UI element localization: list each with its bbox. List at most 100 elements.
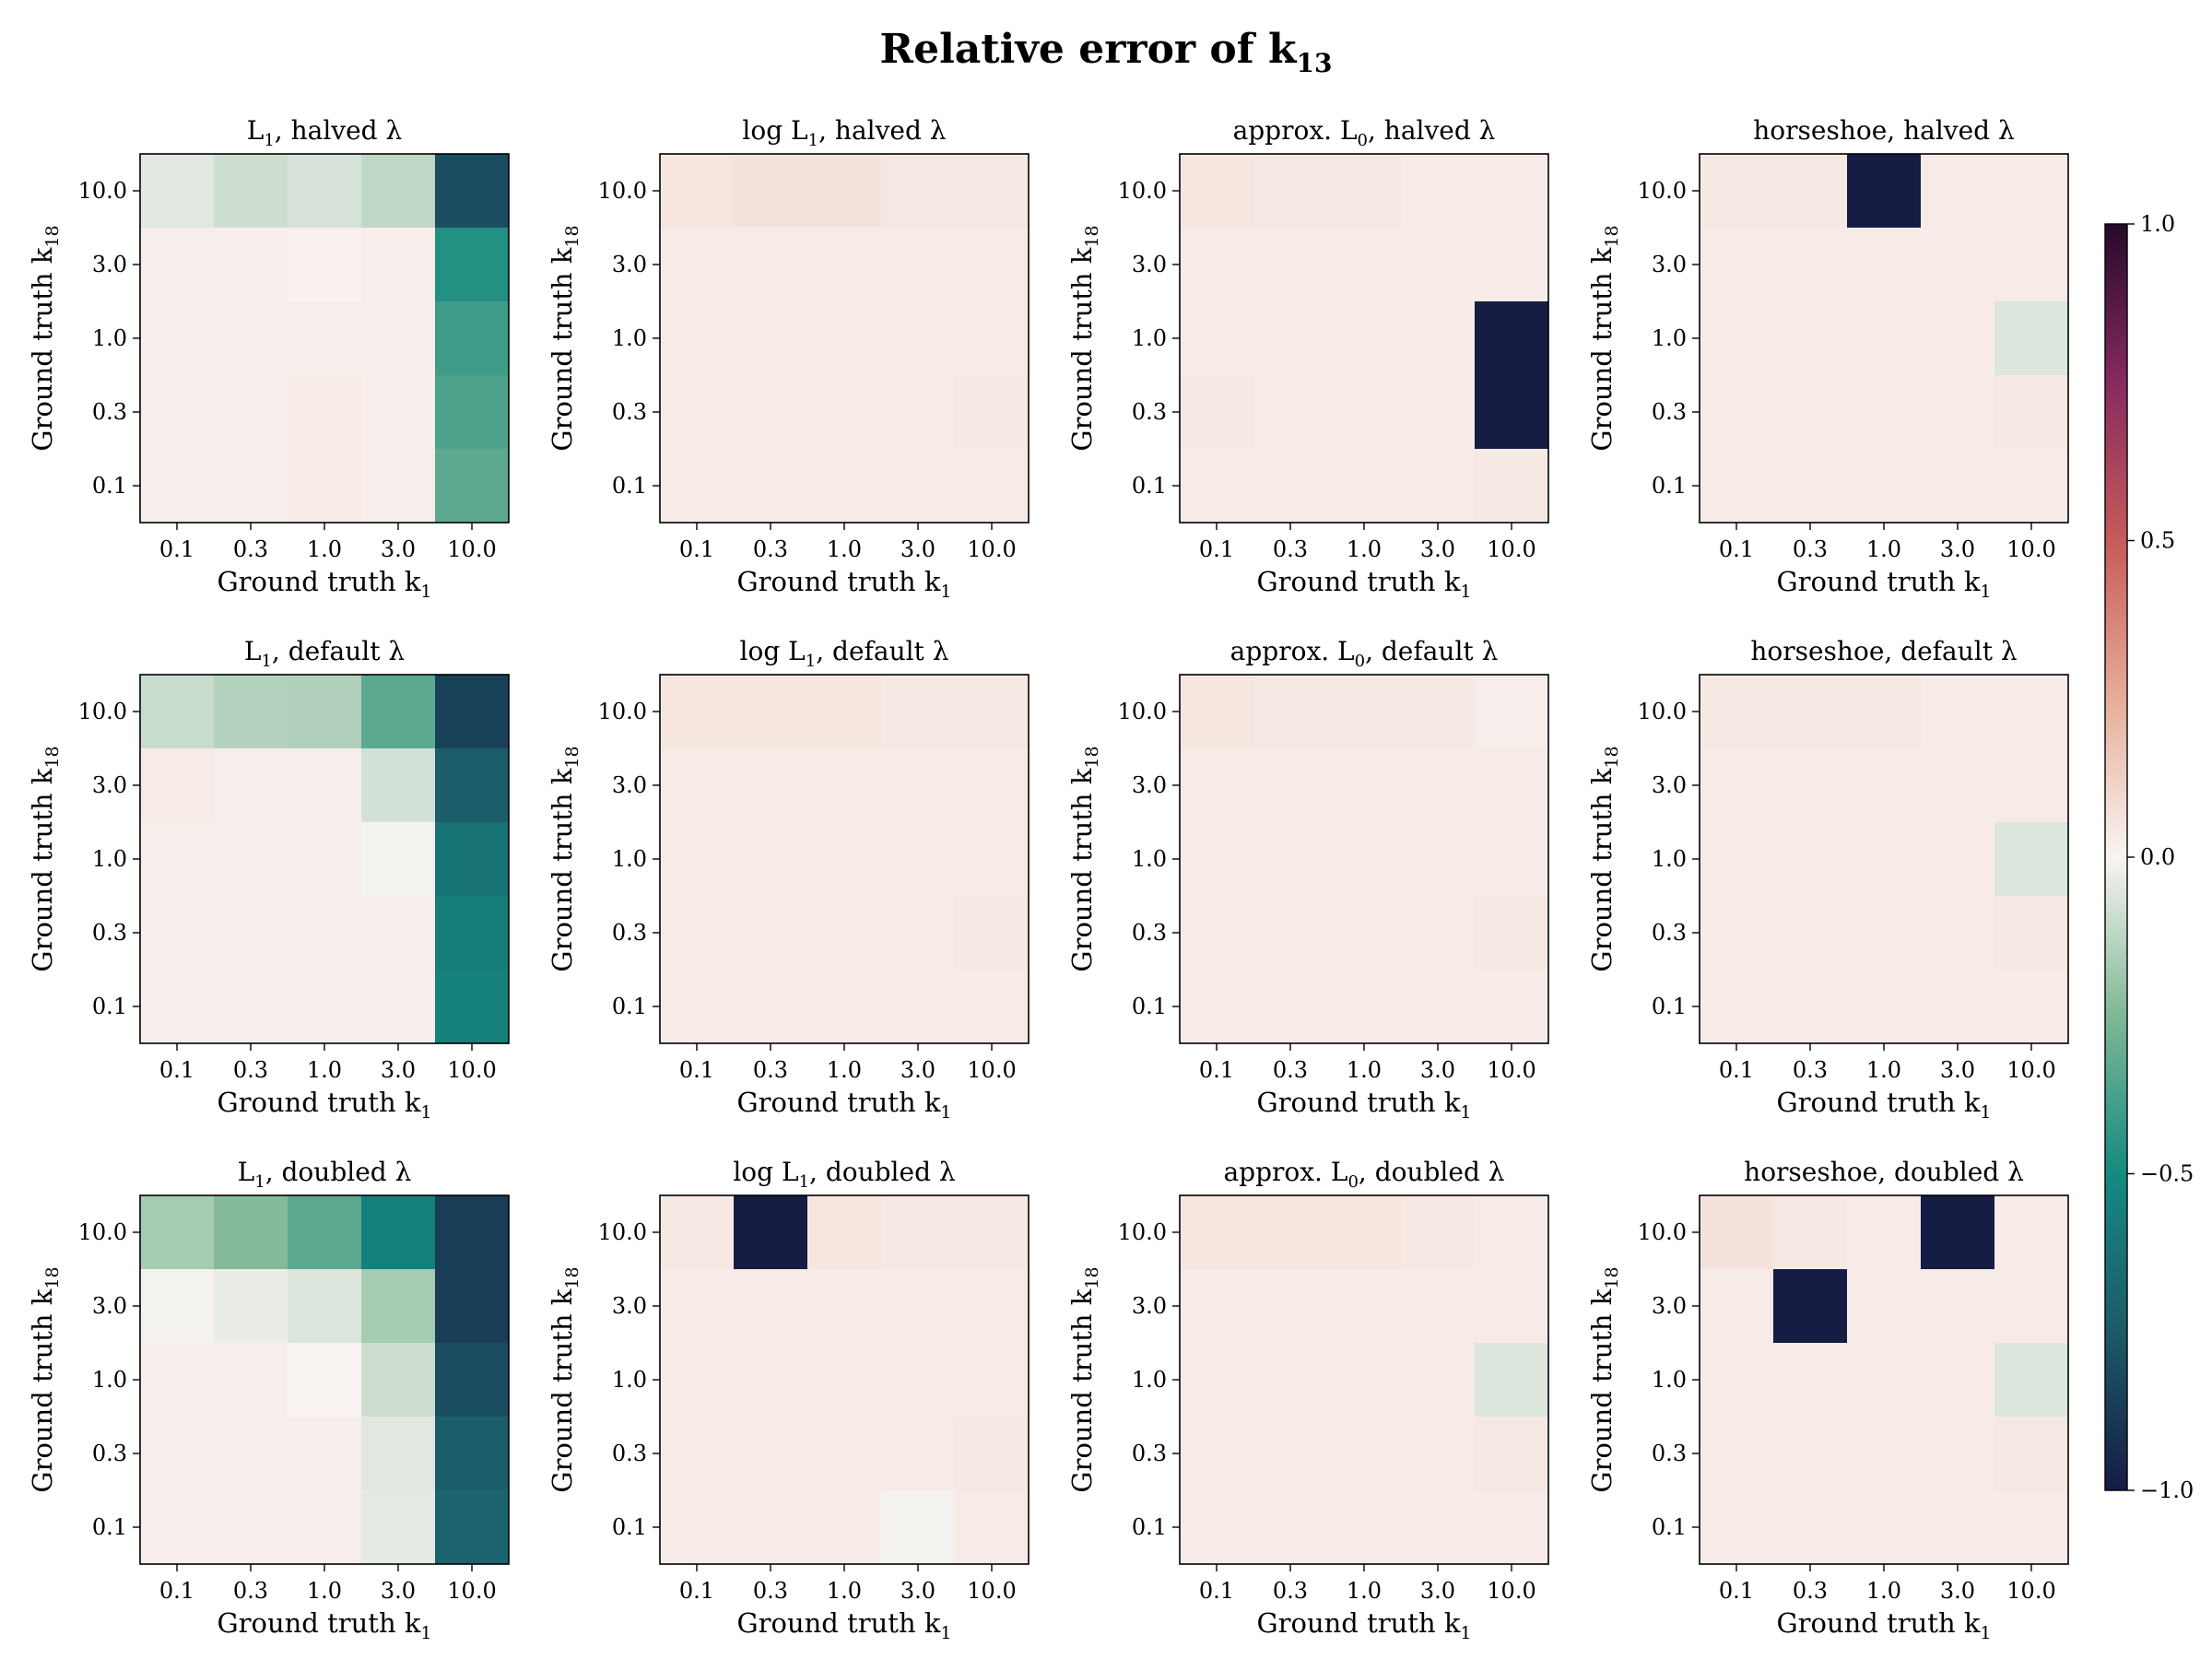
heatmap-cell bbox=[214, 748, 288, 823]
heatmap-cell bbox=[1847, 1417, 1922, 1491]
heatmap-cell bbox=[288, 970, 362, 1044]
heatmap-cell bbox=[1253, 154, 1328, 229]
heatmap-cell bbox=[1253, 748, 1328, 823]
heatmap-cell bbox=[1180, 154, 1254, 229]
x-tick-label: 0.1 bbox=[159, 1057, 194, 1083]
heatmap-cell bbox=[1401, 1490, 1476, 1565]
heatmap-panel: L1, default λ 0.1 0.3 1.0 3.0 10.0 10.0 3.0 1.0 0… bbox=[27, 636, 510, 1123]
y-axis-label: Ground truth k18 bbox=[27, 1266, 63, 1492]
heatmap-cell bbox=[1401, 1343, 1476, 1418]
x-tick-label: 10.0 bbox=[967, 1578, 1016, 1604]
x-axis-label: Ground truth k1 bbox=[1256, 1607, 1471, 1643]
x-tick-label: 10.0 bbox=[447, 536, 496, 562]
x-tick-label: 0.3 bbox=[1273, 1057, 1308, 1083]
heatmap-cell bbox=[1253, 1269, 1328, 1344]
heatmap-panels: L1, halved λ 0.1 0.3 1.0 3.0 10.0 10.0 3.0 1.0 0.… bbox=[27, 115, 2069, 1643]
x-tick-label: 10.0 bbox=[2006, 536, 2055, 562]
heatmap-cell bbox=[1700, 1269, 1774, 1344]
heatmap-cell bbox=[955, 1269, 1030, 1344]
heatmap-cell bbox=[955, 1417, 1030, 1491]
heatmap-cell bbox=[1475, 748, 1549, 823]
heatmap-cell bbox=[1253, 1417, 1328, 1491]
heatmap-panel: log L1, halved λ 0.1 0.3 1.0 3.0 10.0 10.0 3.0 1… bbox=[547, 115, 1030, 602]
heatmap-cell bbox=[1253, 675, 1328, 749]
heatmap-cell bbox=[660, 1490, 735, 1565]
heatmap-cell bbox=[1921, 970, 1995, 1044]
x-tick-label: 3.0 bbox=[381, 1578, 416, 1604]
heatmap-cell bbox=[1773, 1343, 1848, 1418]
heatmap-cell bbox=[1773, 1490, 1848, 1565]
heatmap-cell bbox=[1327, 1490, 1402, 1565]
heatmap-cell bbox=[955, 1195, 1030, 1270]
y-tick-label: 1.0 bbox=[1132, 1367, 1167, 1393]
x-tick-label: 1.0 bbox=[1866, 1057, 1901, 1083]
x-tick-label: 10.0 bbox=[2006, 1057, 2055, 1083]
y-tick-label: 0.1 bbox=[92, 473, 127, 499]
heatmap-cell bbox=[435, 301, 510, 376]
heatmap-cell bbox=[807, 154, 882, 229]
heatmap-cell bbox=[1847, 1343, 1922, 1418]
heatmap-cell bbox=[1253, 301, 1328, 376]
heatmap-panel: horseshoe, halved λ 0.1 0.3 1.0 3.0 10.0 10.0 3… bbox=[1586, 115, 2069, 602]
y-tick-label: 3.0 bbox=[612, 772, 647, 798]
heatmap-cell bbox=[734, 1490, 808, 1565]
y-tick-label: 1.0 bbox=[1652, 1367, 1687, 1393]
heatmap-cell bbox=[1921, 301, 1995, 376]
y-tick-label: 0.3 bbox=[1652, 399, 1687, 425]
x-tick-label: 10.0 bbox=[447, 1057, 496, 1083]
heatmap-cell bbox=[807, 822, 882, 897]
y-tick-label: 10.0 bbox=[1638, 699, 1687, 724]
heatmap-cell bbox=[435, 375, 510, 450]
x-tick-label: 0.3 bbox=[753, 1057, 788, 1083]
heatmap-cell bbox=[361, 748, 436, 823]
y-tick-label: 3.0 bbox=[1132, 772, 1167, 798]
heatmap-cell bbox=[1253, 1343, 1328, 1418]
y-tick-label: 0.3 bbox=[92, 399, 127, 425]
heatmap-cell bbox=[140, 1343, 215, 1418]
heatmap-cell bbox=[288, 1343, 362, 1418]
heatmap-cell bbox=[807, 375, 882, 450]
heatmap-cell bbox=[1700, 301, 1774, 376]
heatmap-cell bbox=[1253, 449, 1328, 524]
heatmap-cell bbox=[807, 675, 882, 749]
x-axis-label: Ground truth k1 bbox=[1776, 1087, 1991, 1123]
heatmap-cell bbox=[1847, 675, 1922, 749]
heatmap-cell bbox=[288, 301, 362, 376]
heatmap-cell bbox=[1994, 822, 2069, 897]
heatmap-cell bbox=[1921, 1490, 1995, 1565]
heatmap-cell bbox=[361, 228, 436, 302]
x-axis-label: Ground truth k1 bbox=[1776, 566, 1991, 602]
heatmap-cell bbox=[1475, 1195, 1549, 1270]
panel-title: horseshoe, halved λ bbox=[1753, 115, 2015, 146]
x-tick-label: 1.0 bbox=[307, 536, 342, 562]
heatmap-cell bbox=[140, 1490, 215, 1565]
y-tick-label: 0.1 bbox=[92, 994, 127, 1019]
y-tick-label: 0.1 bbox=[1132, 1514, 1167, 1540]
panel-title: L1, halved λ bbox=[247, 115, 403, 150]
heatmap-cell bbox=[1180, 1417, 1254, 1491]
heatmap-cell bbox=[1700, 154, 1774, 229]
heatmap-cell bbox=[955, 896, 1030, 971]
y-axis-label: Ground truth k18 bbox=[27, 746, 63, 971]
heatmap-cell bbox=[660, 1417, 735, 1491]
heatmap-cell bbox=[288, 896, 362, 971]
x-tick-label: 0.1 bbox=[159, 536, 194, 562]
heatmap-cell bbox=[435, 154, 510, 229]
heatmap-cell bbox=[1773, 1195, 1848, 1270]
heatmap-cell bbox=[660, 748, 735, 823]
heatmap-cell bbox=[1180, 1195, 1254, 1270]
y-tick-label: 0.3 bbox=[612, 1441, 647, 1466]
x-tick-label: 10.0 bbox=[967, 536, 1016, 562]
heatmap-cell bbox=[288, 228, 362, 302]
heatmap-panel: approx. L0, default λ 0.1 0.3 1.0 3.0 10.0 10.… bbox=[1066, 636, 1549, 1123]
heatmap-cell bbox=[955, 675, 1030, 749]
x-tick-label: 0.3 bbox=[233, 536, 268, 562]
heatmap-cell bbox=[1700, 1195, 1774, 1270]
x-axis-label: Ground truth k1 bbox=[736, 566, 951, 602]
heatmap-cell bbox=[1475, 1343, 1549, 1418]
heatmap-cell bbox=[214, 1269, 288, 1344]
heatmap-cell bbox=[1327, 449, 1402, 524]
heatmap-cell bbox=[1773, 375, 1848, 450]
y-tick-label: 0.1 bbox=[612, 994, 647, 1019]
x-tick-label: 1.0 bbox=[307, 1578, 342, 1604]
